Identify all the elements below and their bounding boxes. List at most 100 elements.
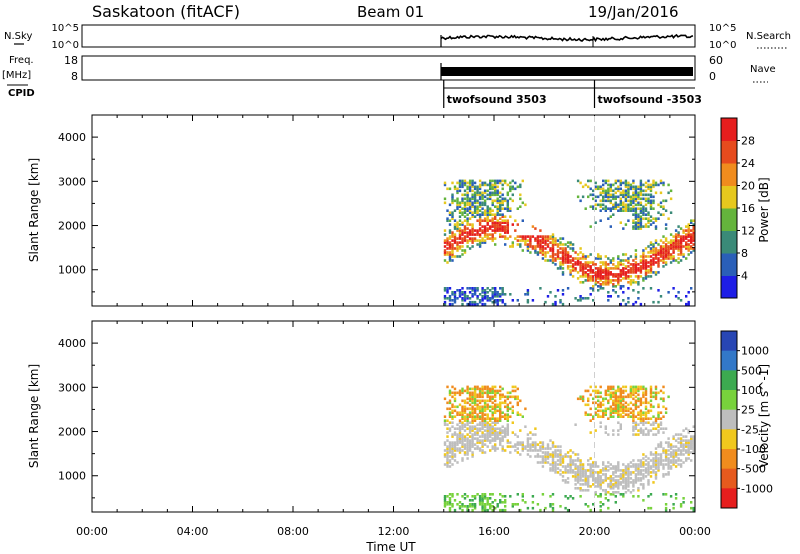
heatmap-cell — [463, 239, 467, 242]
heatmap-cell — [461, 441, 464, 444]
heatmap-cell — [652, 459, 655, 462]
heatmap-cell — [451, 453, 454, 456]
heatmap-cell — [685, 427, 688, 430]
heatmap-cell — [597, 483, 600, 486]
heatmap-cell — [642, 265, 645, 268]
heatmap-cell — [649, 287, 653, 290]
heatmap-cell — [627, 409, 630, 413]
heatmap-cell — [612, 465, 615, 468]
heatmap-cell — [602, 489, 605, 492]
heatmap-cell — [448, 229, 452, 232]
heatmap-cell — [554, 241, 557, 244]
heatmap-cell — [624, 471, 628, 474]
heatmap-cell — [491, 221, 494, 224]
heatmap-cell — [443, 249, 447, 252]
heatmap-cell — [554, 455, 557, 458]
freq-tick-top: 18 — [64, 54, 78, 67]
heatmap-cell — [642, 261, 645, 264]
heatmap-cell — [511, 241, 514, 244]
heatmap-cell — [506, 221, 509, 224]
heatmap-cell — [654, 457, 658, 460]
heatmap-cell — [453, 441, 457, 444]
heatmap-cell — [609, 493, 612, 496]
heatmap-cell — [649, 247, 653, 250]
heatmap-cell — [692, 235, 695, 238]
heatmap-cell — [692, 425, 695, 428]
heatmap-cell — [634, 253, 638, 256]
heatmap-cell — [473, 197, 477, 201]
heatmap-cell — [453, 459, 457, 462]
heatmap-cell — [483, 417, 487, 420]
heatmap-cell — [461, 297, 464, 300]
heatmap-cell — [627, 413, 630, 416]
heatmap-cell — [657, 415, 660, 418]
heatmap-cell — [632, 463, 635, 466]
heatmap-cell — [516, 435, 519, 438]
heatmap-cell — [649, 187, 653, 191]
y-tick-label: 2000 — [58, 220, 86, 233]
heatmap-cell — [659, 251, 663, 254]
heatmap-cell — [481, 497, 484, 500]
heatmap-cell — [569, 269, 572, 272]
heatmap-cell — [672, 453, 675, 456]
heatmap-cell — [657, 265, 660, 268]
heatmap-cell — [662, 493, 665, 496]
heatmap-cell — [662, 261, 665, 264]
heatmap-cell — [494, 409, 497, 413]
heatmap-cell — [489, 505, 492, 508]
colorbar-tick-label: 8 — [741, 247, 748, 260]
heatmap-cell — [546, 235, 550, 238]
heatmap-cell — [632, 389, 635, 393]
heatmap-cell — [529, 243, 532, 246]
heatmap-cell — [471, 397, 474, 401]
heatmap-cell — [476, 199, 479, 203]
heatmap-cell — [476, 439, 479, 442]
heatmap-cell — [463, 227, 467, 230]
heatmap-cell — [652, 183, 655, 187]
heatmap-cell — [569, 465, 572, 468]
heatmap-cell — [541, 441, 545, 444]
heatmap-cell — [478, 185, 482, 189]
heatmap-cell — [453, 387, 457, 391]
heatmap-cell — [451, 181, 454, 185]
heatmap-cell — [458, 403, 462, 407]
nsearch-label: N.Search — [746, 31, 791, 42]
heatmap-cell — [456, 441, 459, 444]
heatmap-cell — [471, 425, 474, 428]
heatmap-cell — [612, 279, 615, 282]
heatmap-cell — [692, 449, 695, 452]
heatmap-cell — [685, 225, 688, 228]
heatmap-cell — [607, 291, 610, 294]
heatmap-cell — [486, 227, 489, 230]
heatmap-cell — [589, 261, 592, 264]
heatmap-cell — [609, 195, 612, 199]
heatmap-cell — [662, 427, 665, 430]
heatmap-cell — [461, 411, 464, 414]
heatmap-cell — [481, 425, 484, 428]
heatmap-cell — [446, 243, 449, 246]
heatmap-cell — [446, 253, 449, 256]
heatmap-cell — [614, 197, 617, 201]
heatmap-cell — [461, 433, 464, 436]
heatmap-cell — [491, 217, 494, 220]
heatmap-cell — [468, 393, 472, 397]
heatmap-cell — [599, 501, 602, 504]
heatmap-cell — [458, 419, 462, 422]
heatmap-cell — [667, 453, 670, 456]
heatmap-cell — [506, 433, 509, 436]
heatmap-cell — [617, 257, 620, 260]
heatmap-cell — [594, 463, 597, 466]
heatmap-cell — [604, 255, 607, 258]
heatmap-cell — [468, 443, 472, 446]
heatmap-cell — [519, 429, 522, 432]
x-tick-label: 04:00 — [177, 525, 209, 538]
heatmap-cell — [592, 503, 595, 506]
heatmap-cell — [604, 279, 607, 282]
heatmap-cell — [634, 463, 638, 466]
heatmap-cell — [451, 251, 454, 254]
heatmap-cell — [501, 508, 504, 512]
heatmap-cell — [634, 271, 638, 274]
heatmap-cell — [584, 489, 587, 492]
heatmap-cell — [564, 253, 567, 256]
heatmap-cell — [494, 205, 497, 208]
